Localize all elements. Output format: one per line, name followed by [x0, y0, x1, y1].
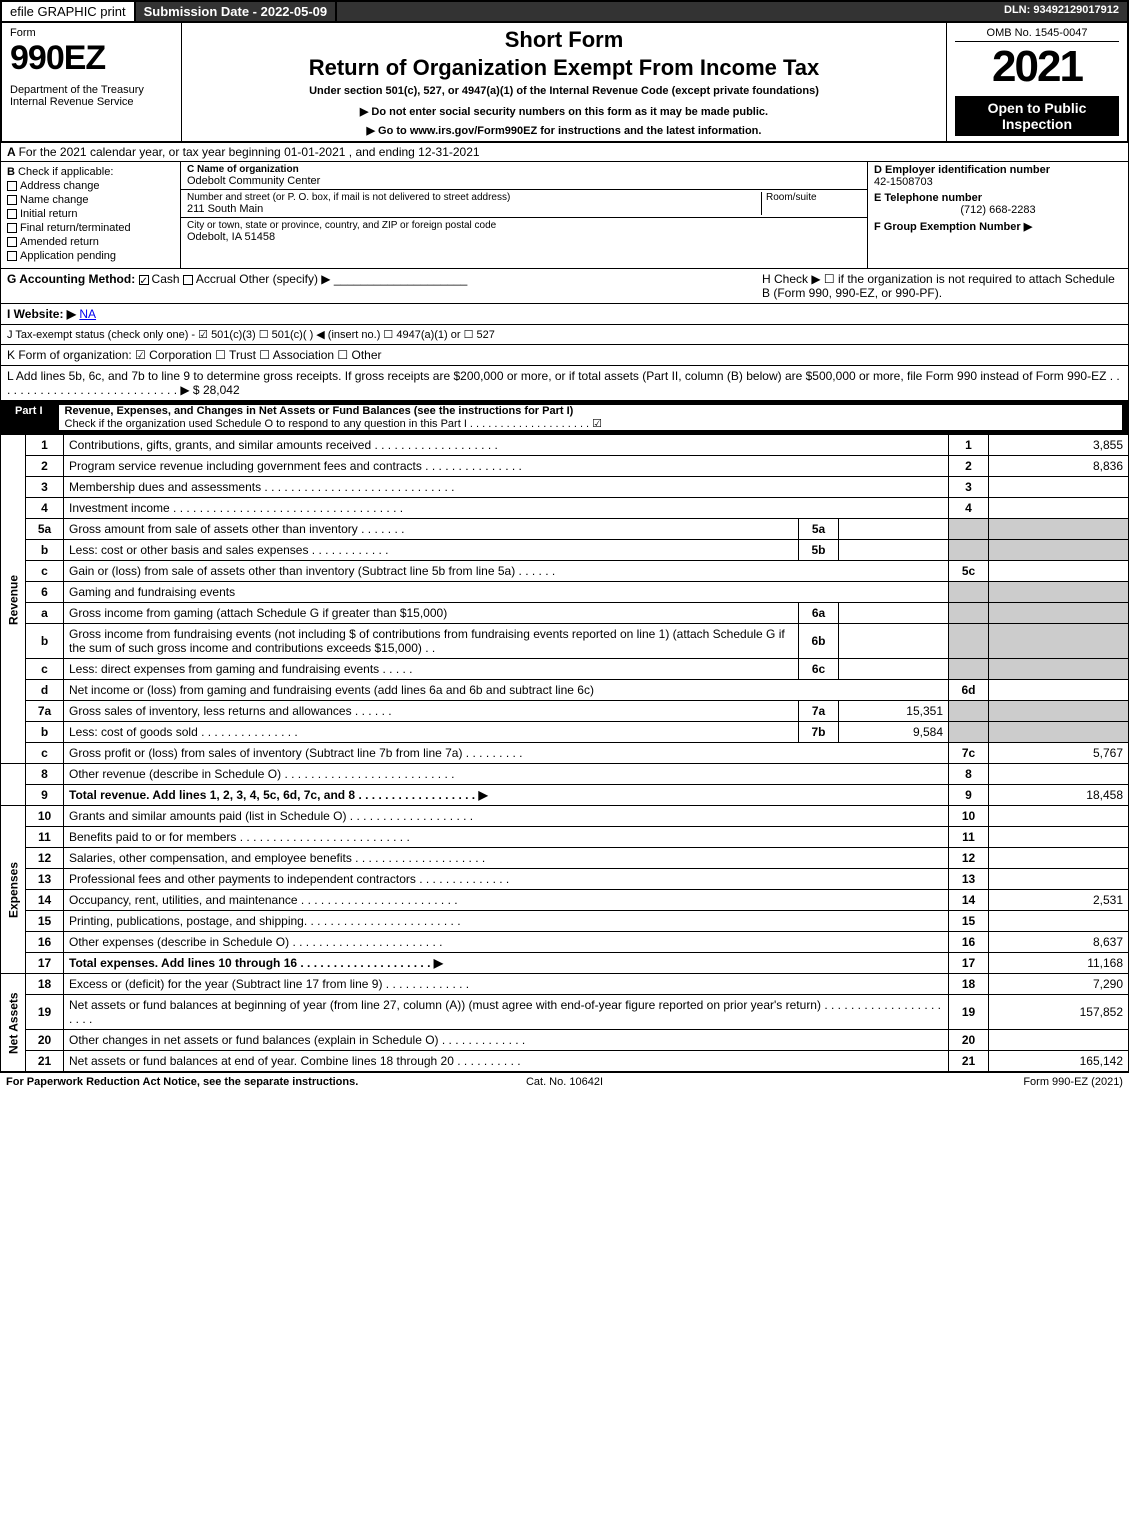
line-8: 8Other revenue (describe in Schedule O) …: [1, 764, 1129, 785]
line-7c: cGross profit or (loss) from sales of in…: [1, 743, 1129, 764]
submission-date: Submission Date - 2022-05-09: [136, 2, 338, 21]
paperwork-notice: For Paperwork Reduction Act Notice, see …: [6, 1076, 378, 1088]
c-street-label: Number and street (or P. O. box, if mail…: [187, 192, 761, 203]
line-19: 19Net assets or fund balances at beginni…: [1, 995, 1129, 1030]
room-label: Room/suite: [766, 192, 861, 203]
section-c: C Name of organization Odebolt Community…: [181, 162, 868, 268]
line-5a: 5aGross amount from sale of assets other…: [1, 519, 1129, 540]
expenses-label: Expenses: [1, 806, 26, 974]
line-10: Expenses 10Grants and similar amounts pa…: [1, 806, 1129, 827]
line-14: 14Occupancy, rent, utilities, and mainte…: [1, 890, 1129, 911]
b-final-return[interactable]: Final return/terminated: [7, 222, 174, 234]
line-18: Net Assets 18Excess or (deficit) for the…: [1, 974, 1129, 995]
line-12: 12Salaries, other compensation, and empl…: [1, 848, 1129, 869]
line-j: J Tax-exempt status (check only one) - ☑…: [0, 325, 1129, 345]
form-header: Form 990EZ Department of the Treasury In…: [0, 23, 1129, 143]
ein: 42-1508703: [874, 176, 933, 188]
form-label: Form: [10, 27, 173, 39]
top-bar: efile GRAPHIC print Submission Date - 20…: [0, 0, 1129, 23]
omb-number: OMB No. 1545-0047: [955, 27, 1119, 42]
under-section: Under section 501(c), 527, or 4947(a)(1)…: [190, 85, 938, 97]
netassets-label: Net Assets: [1, 974, 26, 1072]
org-street: 211 South Main: [187, 203, 761, 215]
line-17: 17Total expenses. Add lines 10 through 1…: [1, 953, 1129, 974]
dln: DLN: 93492129017912: [996, 2, 1127, 21]
line-g-h: G Accounting Method: Cash Accrual Other …: [0, 269, 1129, 304]
line-9: 9Total revenue. Add lines 1, 2, 3, 4, 5c…: [1, 785, 1129, 806]
line-h: H Check ▶ ☐ if the organization is not r…: [762, 272, 1122, 300]
b-application-pending[interactable]: Application pending: [7, 250, 174, 262]
b-amended-return[interactable]: Amended return: [7, 236, 174, 248]
header-center: Short Form Return of Organization Exempt…: [182, 23, 947, 141]
c-name-label: C Name of organization: [187, 164, 861, 175]
line-2: 2Program service revenue including gover…: [1, 456, 1129, 477]
cat-number: Cat. No. 10642I: [378, 1076, 750, 1088]
line-3: 3Membership dues and assessments . . . .…: [1, 477, 1129, 498]
line-13: 13Professional fees and other payments t…: [1, 869, 1129, 890]
section-def: D Employer identification number42-15087…: [868, 162, 1128, 268]
part-1-table: Revenue 1Contributions, gifts, grants, a…: [0, 434, 1129, 1072]
line-7b: bLess: cost of goods sold . . . . . . . …: [1, 722, 1129, 743]
part-1-header: Part I Revenue, Expenses, and Changes in…: [0, 401, 1129, 434]
short-form-title: Short Form: [190, 27, 938, 53]
line-l: L Add lines 5b, 6c, and 7b to line 9 to …: [0, 366, 1129, 401]
line-21: 21Net assets or fund balances at end of …: [1, 1051, 1129, 1072]
line-20: 20Other changes in net assets or fund ba…: [1, 1030, 1129, 1051]
b-initial-return[interactable]: Initial return: [7, 208, 174, 220]
section-b: B Check if applicable: Address change Na…: [1, 162, 181, 268]
return-title: Return of Organization Exempt From Incom…: [190, 55, 938, 81]
line-6: 6Gaming and fundraising events: [1, 582, 1129, 603]
line-k: K Form of organization: ☑ Corporation ☐ …: [0, 345, 1129, 366]
goto-link[interactable]: ▶ Go to www.irs.gov/Form990EZ for instru…: [190, 124, 938, 137]
line-a: A For the 2021 calendar year, or tax yea…: [0, 143, 1129, 162]
header-left: Form 990EZ Department of the Treasury In…: [2, 23, 182, 141]
block-b-through-f: B Check if applicable: Address change Na…: [0, 162, 1129, 269]
g-accrual-checkbox[interactable]: [183, 275, 193, 285]
org-city: Odebolt, IA 51458: [187, 231, 861, 243]
g-cash-checkbox[interactable]: [139, 275, 149, 285]
dept-label: Department of the Treasury Internal Reve…: [10, 84, 173, 108]
no-ssn-note: ▶ Do not enter social security numbers o…: [190, 105, 938, 118]
tax-year: 2021: [955, 42, 1119, 92]
line-6a: aGross income from gaming (attach Schedu…: [1, 603, 1129, 624]
c-city-label: City or town, state or province, country…: [187, 220, 861, 231]
telephone: (712) 668-2283: [874, 204, 1122, 216]
revenue-label: Revenue: [1, 435, 26, 764]
line-6b: bGross income from fundraising events (n…: [1, 624, 1129, 659]
line-11: 11Benefits paid to or for members . . . …: [1, 827, 1129, 848]
org-name: Odebolt Community Center: [187, 175, 861, 187]
b-name-change[interactable]: Name change: [7, 194, 174, 206]
line-4: 4Investment income . . . . . . . . . . .…: [1, 498, 1129, 519]
line-16: 16Other expenses (describe in Schedule O…: [1, 932, 1129, 953]
b-address-change[interactable]: Address change: [7, 180, 174, 192]
line-15: 15Printing, publications, postage, and s…: [1, 911, 1129, 932]
line-i: I Website: ▶ NA: [0, 304, 1129, 325]
efile-label: efile GRAPHIC print: [2, 2, 136, 21]
line-5b: bLess: cost or other basis and sales exp…: [1, 540, 1129, 561]
line-7a: 7aGross sales of inventory, less returns…: [1, 701, 1129, 722]
public-inspection: Open to Public Inspection: [955, 96, 1119, 136]
form-number: 990EZ: [10, 39, 173, 78]
line-6d: dNet income or (loss) from gaming and fu…: [1, 680, 1129, 701]
page-footer: For Paperwork Reduction Act Notice, see …: [0, 1072, 1129, 1091]
line-1: Revenue 1Contributions, gifts, grants, a…: [1, 435, 1129, 456]
website-link[interactable]: NA: [79, 307, 96, 321]
form-ref: Form 990-EZ (2021): [751, 1076, 1123, 1088]
line-6c: cLess: direct expenses from gaming and f…: [1, 659, 1129, 680]
line-5c: cGain or (loss) from sale of assets othe…: [1, 561, 1129, 582]
header-right: OMB No. 1545-0047 2021 Open to Public In…: [947, 23, 1127, 141]
